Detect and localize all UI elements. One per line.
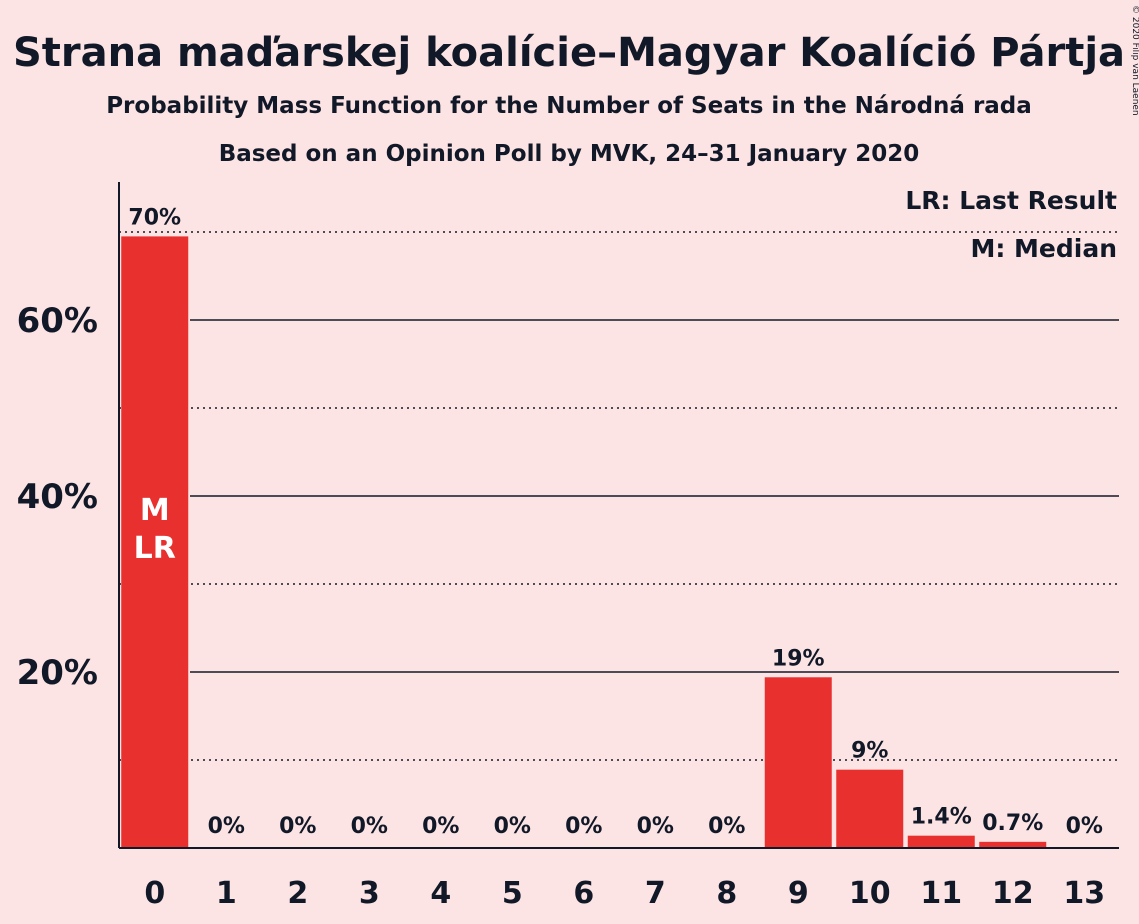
data-label-seats-3: 0% (351, 814, 388, 839)
y-tick-label-60: 60% (17, 301, 98, 341)
x-tick-label-12: 12 (992, 876, 1034, 911)
axes (118, 182, 1119, 849)
x-tick-label-8: 8 (716, 876, 737, 911)
y-tick-label-20: 20% (17, 653, 98, 693)
chart-title: Strana maďarskej koalície–Magyar Koalíci… (13, 30, 1125, 76)
gridlines (119, 231, 1119, 761)
data-label-seats-9: 19% (772, 646, 825, 671)
x-tick-label-10: 10 (849, 876, 891, 911)
x-tick-label-5: 5 (502, 876, 523, 911)
data-label-seats-4: 0% (422, 814, 459, 839)
x-tick-label-13: 13 (1063, 876, 1105, 911)
x-tick-label-0: 0 (144, 876, 165, 911)
bar-seats-12 (979, 841, 1047, 848)
data-label-seats-13: 0% (1066, 814, 1103, 839)
x-tick-label-2: 2 (287, 876, 308, 911)
x-tick-label-7: 7 (645, 876, 666, 911)
data-label-seats-5: 0% (494, 814, 531, 839)
x-tick-label-4: 4 (430, 876, 451, 911)
x-tick-label-9: 9 (788, 876, 809, 911)
copyright-note: © 2020 Filip van Laenen (1130, 5, 1139, 116)
legend-last-result: LR: Last Result (905, 186, 1117, 215)
x-tick-label-3: 3 (359, 876, 380, 911)
bar-marker-m: M (140, 493, 170, 528)
bar-seats-0 (121, 236, 189, 848)
x-tick-label-11: 11 (920, 876, 962, 911)
y-tick-label-40: 40% (17, 477, 98, 517)
labels: 20%40%60%70%00%10%20%30%40%50%60%70%819%… (17, 205, 1106, 911)
data-label-seats-1: 0% (208, 814, 245, 839)
data-label-seats-2: 0% (279, 814, 316, 839)
x-tick-label-6: 6 (573, 876, 594, 911)
data-label-seats-11: 1.4% (911, 805, 972, 830)
legend-median: M: Median (970, 234, 1117, 263)
data-label-seats-7: 0% (637, 814, 674, 839)
data-label-seats-6: 0% (565, 814, 602, 839)
chart-subtitle-poll: Based on an Opinion Poll by MVK, 24–31 J… (219, 141, 920, 167)
bars (121, 236, 1047, 848)
bar-seats-10 (836, 769, 904, 848)
data-label-seats-12: 0.7% (982, 811, 1043, 836)
bar-seats-11 (907, 835, 975, 848)
x-tick-label-1: 1 (216, 876, 237, 911)
bar-marker-lr: LR (134, 531, 176, 566)
data-label-seats-8: 0% (708, 814, 745, 839)
data-label-seats-10: 9% (851, 739, 888, 764)
chart-subtitle: Probability Mass Function for the Number… (106, 93, 1032, 119)
bar-seats-9 (764, 677, 832, 848)
data-label-seats-0: 70% (128, 205, 181, 230)
